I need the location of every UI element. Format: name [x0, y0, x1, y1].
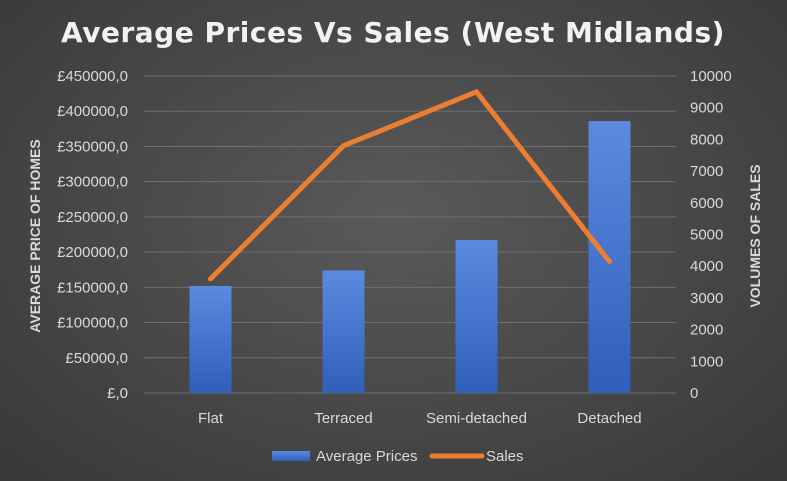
bar [588, 121, 631, 393]
y2-tick-label: 5000 [690, 227, 723, 244]
x-tick-label: Terraced [314, 410, 372, 427]
x-tick-label: Detached [577, 410, 641, 427]
legend-label: Average Prices [316, 448, 417, 465]
bar [322, 270, 365, 393]
y2-tick-label: 9000 [690, 100, 723, 117]
gridlines [144, 75, 676, 394]
y2-tick-label: 4000 [690, 258, 723, 275]
y-tick-label: £100000,0 [57, 315, 128, 332]
y-tick-label: £150000,0 [57, 279, 128, 296]
bar [189, 285, 232, 393]
y2-tick-label: 10000 [690, 68, 732, 85]
legend-label: Sales [486, 448, 524, 465]
y2-axis-title: VOLUMES OF SALES [747, 164, 763, 307]
sales-line [208, 89, 612, 282]
y2-tick-label: 7000 [690, 163, 723, 180]
chart-title: Average Prices Vs Sales (West Midlands) [61, 16, 725, 49]
y-tick-label: £450000,0 [57, 68, 128, 85]
x-tick-label: Semi-detached [426, 410, 527, 427]
y-tick-label: £250000,0 [57, 209, 128, 226]
bar-series [189, 121, 631, 393]
y-axis-ticks: £,0 £50000,0 £100000,0 £150000,0 £200000,0 £2… [57, 68, 128, 402]
y-tick-label: £200000,0 [57, 244, 128, 261]
y2-tick-label: 2000 [690, 322, 723, 339]
y-tick-label: £400000,0 [57, 103, 128, 120]
y2-tick-label: 1000 [690, 353, 723, 370]
y-axis-title: AVERAGE PRICE OF HOMES [27, 139, 43, 332]
y2-tick-label: 8000 [690, 131, 723, 148]
line-series [208, 89, 612, 282]
y2-axis-ticks: 0 1000 2000 3000 4000 5000 6000 7000 8000 9000 100… [690, 68, 732, 402]
legend: Average Prices Sales [272, 448, 524, 465]
x-tick-label: Flat [198, 410, 224, 427]
y2-tick-label: 0 [690, 385, 698, 402]
y2-tick-label: 3000 [690, 290, 723, 307]
y-tick-label: £50000,0 [65, 350, 128, 367]
x-axis-ticks: Flat Terraced Semi-detached Detached [198, 410, 642, 427]
y-tick-label: £300000,0 [57, 174, 128, 191]
bar [455, 240, 498, 393]
y2-tick-label: 6000 [690, 195, 723, 212]
y-tick-label: £350000,0 [57, 138, 128, 155]
legend-swatch-bar [272, 451, 310, 461]
y-tick-label: £,0 [107, 385, 128, 402]
